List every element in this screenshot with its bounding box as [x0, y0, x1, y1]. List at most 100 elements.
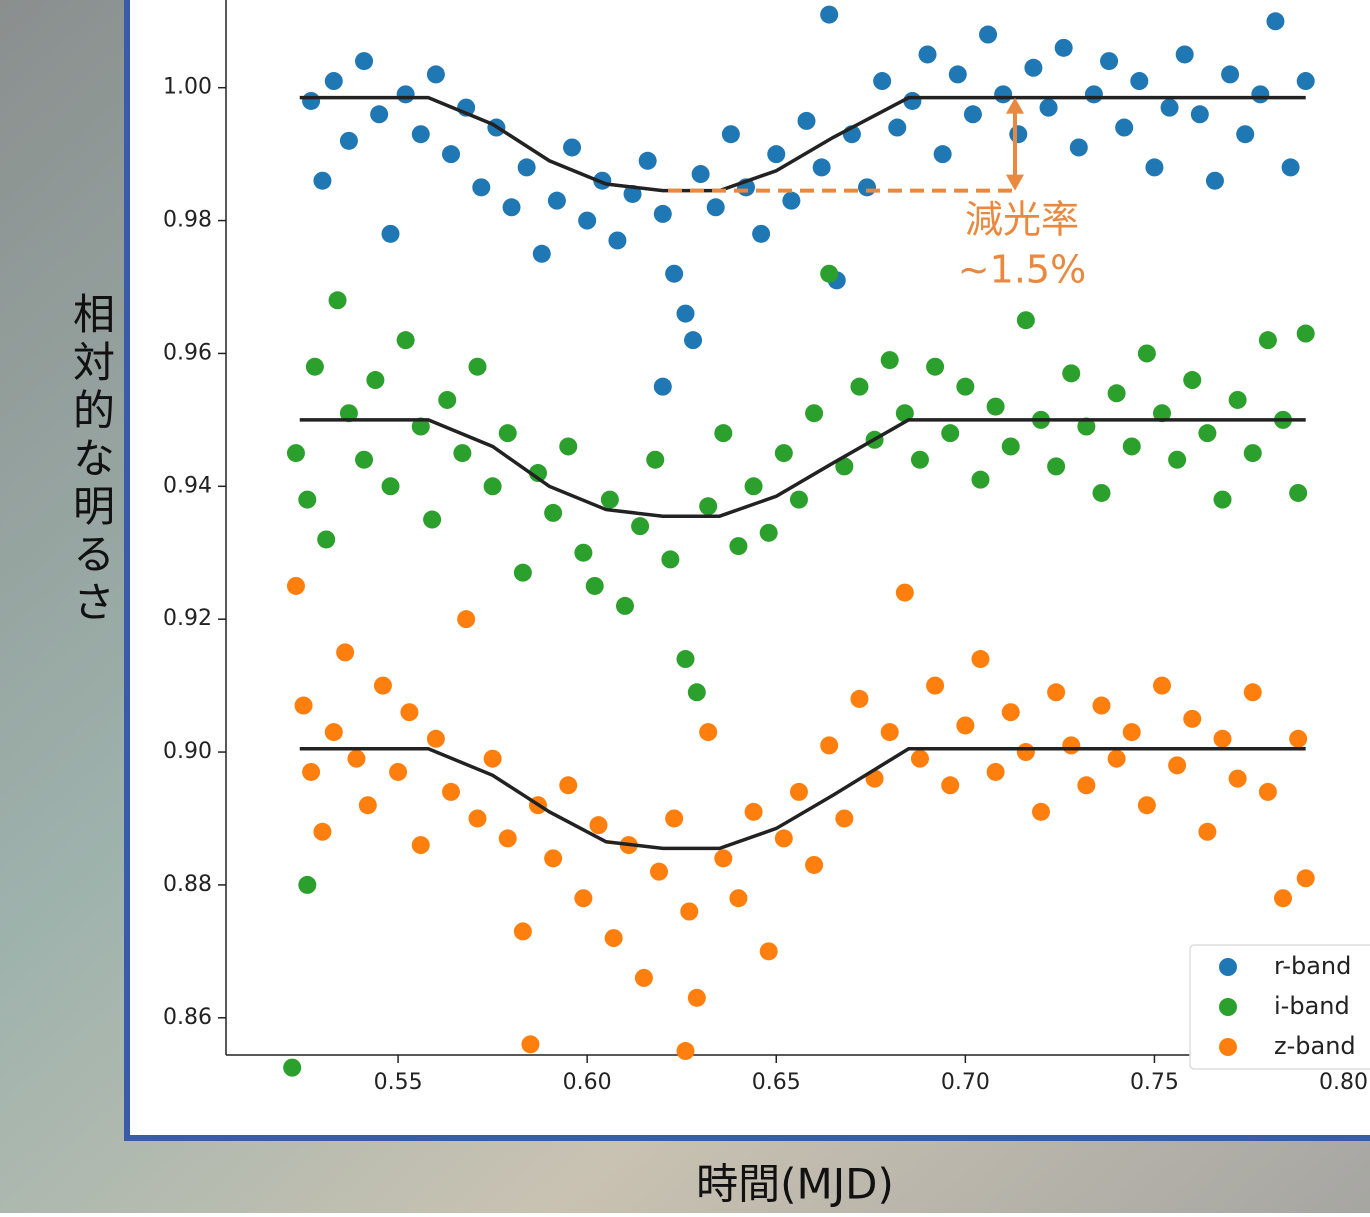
- data-point: [941, 424, 959, 442]
- plot-panel: [130, 0, 1370, 1136]
- data-point: [283, 1059, 301, 1077]
- data-point: [1100, 52, 1118, 70]
- data-point: [608, 231, 626, 249]
- data-point: [888, 119, 906, 137]
- data-point: [790, 491, 808, 509]
- data-point: [665, 809, 683, 827]
- data-point: [1047, 457, 1065, 475]
- data-point: [370, 105, 388, 123]
- data-point: [1244, 683, 1262, 701]
- data-point: [287, 444, 305, 462]
- data-point: [881, 351, 899, 369]
- data-point: [1176, 45, 1194, 63]
- data-point: [665, 265, 683, 283]
- data-point: [1183, 710, 1201, 728]
- data-point: [306, 358, 324, 376]
- data-point: [896, 584, 914, 602]
- data-point: [1092, 697, 1110, 715]
- data-point: [427, 730, 445, 748]
- data-point: [987, 398, 1005, 416]
- y-tick-label: 0.86: [163, 1005, 212, 1030]
- data-point: [979, 26, 997, 44]
- data-point: [325, 723, 343, 741]
- x-tick-label: 0.70: [941, 1070, 990, 1095]
- data-point: [578, 212, 596, 230]
- data-point: [503, 198, 521, 216]
- data-point: [484, 477, 502, 495]
- x-axis-title: 時間(MJD): [696, 1160, 894, 1209]
- data-point: [714, 849, 732, 867]
- chart: 時間(MJD) 相対的な明るさ 0.860.880.900.920.940.96…: [0, 0, 1370, 1213]
- data-point: [295, 697, 313, 715]
- data-point: [484, 750, 502, 768]
- data-point: [355, 52, 373, 70]
- data-point: [1123, 437, 1141, 455]
- data-point: [688, 683, 706, 701]
- legend-label: r-band: [1274, 952, 1351, 980]
- data-point: [1017, 311, 1035, 329]
- data-point: [427, 65, 445, 83]
- data-point: [1297, 325, 1315, 343]
- data-point: [911, 451, 929, 469]
- data-point: [302, 763, 320, 781]
- data-point: [805, 856, 823, 874]
- data-point: [514, 564, 532, 582]
- data-point: [858, 178, 876, 196]
- data-point: [873, 72, 891, 90]
- data-point: [1002, 703, 1020, 721]
- data-point: [1236, 125, 1254, 143]
- data-point: [934, 145, 952, 163]
- y-tick-label: 0.94: [163, 473, 212, 498]
- data-point: [994, 85, 1012, 103]
- data-point: [563, 138, 581, 156]
- y-tick-label: 0.88: [163, 872, 212, 897]
- data-point: [336, 643, 354, 661]
- data-point: [1214, 491, 1232, 509]
- y-tick-label: 0.90: [163, 739, 212, 764]
- data-point: [1282, 158, 1300, 176]
- data-point: [457, 610, 475, 628]
- data-point: [926, 677, 944, 695]
- data-point: [1009, 125, 1027, 143]
- data-point: [1123, 723, 1141, 741]
- x-tick-label: 0.55: [374, 1070, 423, 1095]
- data-point: [692, 165, 710, 183]
- x-tick-label: 0.80: [1319, 1070, 1368, 1095]
- data-point: [775, 444, 793, 462]
- data-point: [1070, 138, 1088, 156]
- data-point: [313, 823, 331, 841]
- data-point: [548, 192, 566, 210]
- data-point: [366, 371, 384, 389]
- data-point: [1221, 65, 1239, 83]
- data-point: [1251, 85, 1269, 103]
- data-point: [1183, 371, 1201, 389]
- data-point: [1002, 437, 1020, 455]
- data-point: [987, 763, 1005, 781]
- data-point: [400, 703, 418, 721]
- data-point: [820, 6, 838, 24]
- data-point: [1108, 384, 1126, 402]
- data-point: [605, 929, 623, 947]
- data-point: [521, 1035, 539, 1053]
- data-point: [1274, 889, 1292, 907]
- data-point: [767, 145, 785, 163]
- data-point: [646, 451, 664, 469]
- data-point: [820, 265, 838, 283]
- data-point: [1297, 72, 1315, 90]
- data-point: [631, 517, 649, 535]
- data-point: [574, 889, 592, 907]
- data-point: [1229, 391, 1247, 409]
- data-point: [518, 158, 536, 176]
- x-tick-label: 0.65: [752, 1070, 801, 1095]
- data-point: [820, 736, 838, 754]
- data-point: [1024, 59, 1042, 77]
- data-point: [442, 145, 460, 163]
- data-point: [340, 132, 358, 150]
- data-point: [329, 291, 347, 309]
- data-point: [676, 1042, 694, 1060]
- data-point: [1191, 105, 1209, 123]
- data-point: [397, 85, 415, 103]
- data-point: [1017, 743, 1035, 761]
- data-point: [729, 889, 747, 907]
- data-point: [412, 125, 430, 143]
